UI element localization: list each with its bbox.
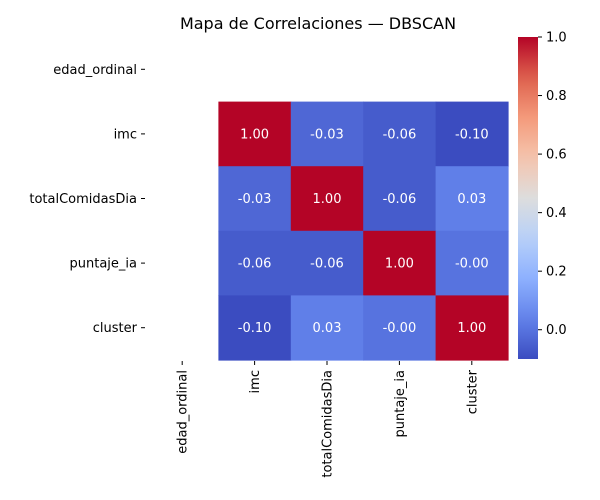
heatmap-cell <box>218 101 292 167</box>
cell-value-label: 1.00 <box>240 127 269 142</box>
heatmap-cell <box>290 295 364 361</box>
heatmap-cell <box>363 101 437 167</box>
colorbar-ticks: 0.0 0.2 0.4 0.6 0.8 1.0 <box>538 31 567 338</box>
cell-value-label: 1.00 <box>457 321 486 336</box>
heatmap-cells <box>218 101 509 361</box>
cell-value-label: -0.03 <box>310 127 344 142</box>
row-tick-label: imc <box>114 127 137 142</box>
row-tick-label: totalComidasDia <box>29 192 137 207</box>
column-axis: edad_ordinal imc totalComidasDia puntaje_ia… <box>176 361 480 478</box>
heatmap-cell <box>218 295 292 361</box>
cell-value-label: -0.10 <box>238 321 272 336</box>
cell-value-label: -0.06 <box>238 257 272 272</box>
heatmap-cell <box>218 166 292 232</box>
colorbar-tick-label: 0.0 <box>546 323 567 338</box>
heatmap-cell <box>218 230 292 296</box>
colorbar: 0.0 0.2 0.4 0.6 0.8 1.0 <box>518 31 567 359</box>
heatmap-cell <box>435 166 509 232</box>
colorbar-bar <box>518 37 538 359</box>
cell-value-label: 0.03 <box>457 192 486 207</box>
cell-value-label: 0.03 <box>313 321 342 336</box>
cell-value-label: -0.06 <box>383 127 417 142</box>
heatmap-cell <box>363 230 437 296</box>
row-tick-label: cluster <box>93 321 138 336</box>
cell-value-label: -0.00 <box>383 321 417 336</box>
heatmap-cell <box>363 166 437 232</box>
cell-value-label: -0.06 <box>383 192 417 207</box>
cell-value-label: -0.00 <box>455 257 489 272</box>
chart-title: Mapa de Correlaciones — DBSCAN <box>180 14 456 33</box>
colorbar-tick-label: 0.8 <box>546 89 567 104</box>
cell-value-label: -0.10 <box>455 127 489 142</box>
column-tick-label: cluster <box>465 369 480 414</box>
cell-value-label: -0.06 <box>310 257 344 272</box>
cell-value-label: 1.00 <box>385 257 414 272</box>
column-tick-label: edad_ordinal <box>176 370 191 454</box>
heatmap-cell <box>290 230 364 296</box>
column-tick-label: totalComidasDia <box>321 370 336 478</box>
heatmap-cell <box>363 295 437 361</box>
heatmap-cell <box>290 166 364 232</box>
colorbar-tick-label: 0.6 <box>546 148 567 163</box>
colorbar-tick-label: 1.0 <box>546 31 567 46</box>
heatmap-cell <box>435 101 509 167</box>
heatmap-cell <box>435 230 509 296</box>
row-tick-label: edad_ordinal <box>53 63 137 78</box>
heatmap-cell-labels: 1.00 -0.03 -0.06 -0.10 -0.03 1.00 -0.06 0.03 -0.… <box>238 127 489 336</box>
column-tick-label: imc <box>248 370 263 393</box>
cell-value-label: 1.00 <box>313 192 342 207</box>
colorbar-tick-label: 0.2 <box>546 265 567 280</box>
cell-value-label: -0.03 <box>238 192 272 207</box>
colorbar-tick-label: 0.4 <box>546 206 567 221</box>
column-tick-label: puntaje_ia <box>393 370 408 437</box>
heatmap-cell <box>435 295 509 361</box>
row-tick-label: puntaje_ia <box>70 257 137 272</box>
heatmap-cell <box>290 101 364 167</box>
